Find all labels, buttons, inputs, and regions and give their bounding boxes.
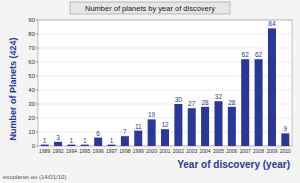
bar	[54, 142, 62, 146]
y-tick-label: 50	[28, 73, 35, 79]
bar	[228, 107, 236, 146]
data-label: 84	[268, 20, 276, 27]
data-label: 62	[242, 51, 250, 58]
bar	[255, 59, 263, 146]
x-tick-label: 2002	[173, 148, 184, 154]
x-tick-label: 2005	[213, 148, 224, 154]
grid-line	[38, 76, 292, 77]
y-tick	[36, 34, 38, 35]
grid-line	[38, 20, 292, 21]
x-tick-label: 1995	[79, 148, 90, 154]
y-tick-label: 0	[32, 143, 36, 149]
data-label: 6	[96, 130, 100, 137]
y-axis-label: Number of Planets (424)	[8, 37, 18, 140]
grid-line	[38, 118, 292, 119]
data-label: 32	[215, 93, 223, 100]
bar	[81, 145, 89, 146]
bar	[41, 145, 49, 146]
data-label: 28	[228, 99, 236, 106]
y-tick	[36, 132, 38, 133]
bar	[214, 101, 222, 146]
x-tick-label: 2009	[266, 148, 277, 154]
x-tick-label: 2001	[159, 148, 170, 154]
y-tick	[36, 76, 38, 77]
data-label: 1	[43, 137, 47, 144]
y-tick	[36, 118, 38, 119]
y-tick	[36, 90, 38, 91]
x-tick-label: 2003	[186, 148, 197, 154]
y-tick	[36, 62, 38, 63]
y-tick	[36, 48, 38, 49]
bar	[281, 133, 289, 146]
y-tick	[36, 146, 38, 147]
background	[0, 0, 300, 183]
bar	[161, 129, 169, 146]
x-tick-label: 2008	[253, 148, 264, 154]
grid-line	[38, 34, 292, 35]
y-tick-label: 60	[28, 59, 35, 65]
bar	[268, 28, 276, 146]
x-tick-label: 1989	[39, 148, 50, 154]
x-tick-label: 1999	[133, 148, 144, 154]
data-label: 30	[175, 96, 183, 103]
bar	[241, 59, 249, 146]
y-tick	[36, 104, 38, 105]
data-label: 27	[188, 100, 196, 107]
data-label: 9	[284, 125, 288, 132]
title-box	[70, 2, 230, 14]
bar	[121, 136, 129, 146]
grid-line	[38, 62, 292, 63]
x-tick-label: 2000	[146, 148, 157, 154]
x-tick-label: 2010	[280, 148, 291, 154]
data-label: 1	[70, 137, 74, 144]
bars	[41, 28, 290, 146]
data-label: 11	[135, 123, 142, 130]
grid-line	[38, 104, 292, 105]
title: Number of planets by year of discovery	[85, 4, 215, 13]
data-label: 7	[123, 128, 127, 135]
data-label: 62	[255, 51, 263, 58]
y-tick-label: 20	[28, 115, 35, 121]
data-label: 12	[161, 121, 169, 128]
x-tick-label: 1998	[119, 148, 130, 154]
x-tick-label: 2006	[226, 148, 237, 154]
y-tick-label: 90	[28, 17, 35, 23]
x-tick-label: 2007	[240, 148, 251, 154]
x-tick-label: 1992	[52, 148, 63, 154]
bar	[94, 138, 102, 146]
bar	[134, 131, 142, 146]
data-label: 1	[110, 137, 114, 144]
data-label: 1	[83, 137, 87, 144]
data-label: 28	[201, 99, 209, 106]
y-tick-label: 70	[28, 45, 35, 51]
bar	[188, 108, 196, 146]
x-axis-label: Year of discovery (year)	[177, 159, 290, 170]
y-tick-label: 30	[28, 101, 35, 107]
bar	[201, 107, 209, 146]
x-tick-label: 1994	[66, 148, 77, 154]
plot-area	[38, 20, 292, 146]
x-tick-label: 2004	[200, 148, 211, 154]
bar	[108, 145, 116, 146]
source-note: exoplanet.eu (14/01/10)	[3, 174, 66, 180]
data-label: 3	[56, 134, 60, 141]
bar	[148, 119, 156, 146]
bar	[174, 104, 182, 146]
data-label: 19	[148, 111, 156, 118]
grid-line	[38, 48, 292, 49]
y-tick-label: 40	[28, 87, 35, 93]
x-tick-label: 1996	[93, 148, 104, 154]
x-tick-label: 1997	[106, 148, 117, 154]
chart: 0102030405060708090131161711191230272832…	[0, 0, 300, 183]
y-tick	[36, 20, 38, 21]
grid-line	[38, 90, 292, 91]
y-tick-label: 80	[28, 31, 35, 37]
bar	[67, 145, 75, 146]
y-tick-label: 10	[28, 129, 35, 135]
